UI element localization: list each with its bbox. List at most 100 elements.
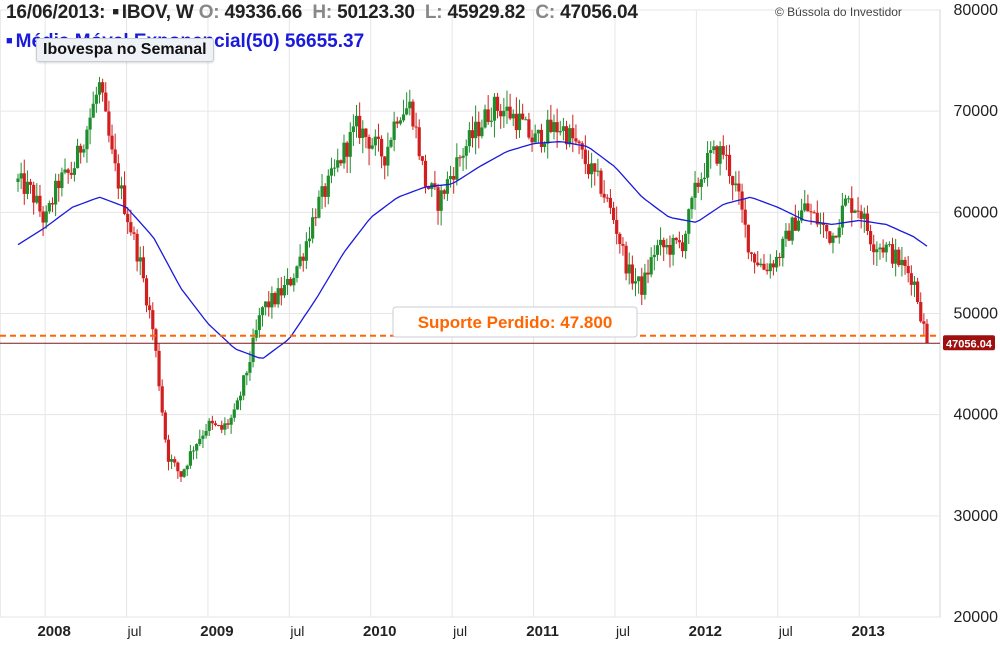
- candle-body: [289, 278, 293, 286]
- candle-body: [132, 232, 136, 234]
- candle-body: [571, 128, 575, 139]
- y-tick-label: 60000: [954, 204, 999, 221]
- candle-body: [433, 183, 437, 188]
- candle-body: [329, 168, 334, 176]
- candle-body: [593, 163, 597, 172]
- candle-body: [662, 239, 666, 248]
- candle-body: [790, 217, 794, 241]
- candle-body: [737, 183, 741, 192]
- candle-body: [684, 233, 688, 252]
- x-tick-label: 2013: [851, 623, 884, 640]
- candle-body: [226, 423, 230, 425]
- candle-body: [834, 235, 838, 238]
- candle-body: [217, 425, 221, 427]
- candle-body: [455, 157, 459, 180]
- candle-body: [862, 213, 866, 219]
- candle-body: [524, 119, 528, 121]
- last-price-tag-label: 47056.04: [946, 338, 993, 350]
- candle-body: [740, 191, 744, 210]
- candle-body: [853, 210, 857, 213]
- candle-body: [320, 186, 324, 197]
- candle-body: [63, 169, 67, 173]
- open-label: O:: [198, 2, 220, 23]
- candle-body: [82, 149, 86, 153]
- candle-body: [633, 281, 638, 284]
- x-tick-label: jul: [289, 623, 304, 639]
- candle-body: [345, 142, 349, 157]
- header-date: 16/06/2013:: [6, 2, 106, 23]
- last-price-tag: [943, 335, 995, 351]
- candle-body: [900, 259, 904, 266]
- candle-body: [890, 244, 895, 264]
- candle-body: [267, 301, 271, 308]
- high-label: H:: [312, 2, 332, 23]
- candle-body: [652, 254, 656, 258]
- candle-body: [878, 247, 882, 250]
- candle-body: [546, 119, 550, 144]
- candle-body: [35, 195, 39, 203]
- candle-body: [847, 198, 851, 200]
- candle-body: [191, 450, 196, 452]
- candle-body: [903, 259, 907, 266]
- candle-body: [235, 400, 240, 410]
- candle-body: [442, 190, 446, 194]
- ema-value: 56655.37: [284, 31, 365, 52]
- x-tick-label: 2010: [363, 623, 396, 640]
- candle-body: [248, 362, 252, 373]
- candle-body: [204, 430, 208, 436]
- x-tick-label: 2012: [689, 623, 722, 640]
- candle-body: [420, 156, 424, 161]
- candle-body: [530, 137, 534, 143]
- candle-body: [627, 264, 631, 274]
- candle-body: [25, 181, 30, 194]
- candle-body: [912, 281, 917, 285]
- x-tick-label: jul: [778, 623, 793, 639]
- candle-body: [75, 145, 80, 169]
- candle-body: [602, 193, 606, 198]
- candle-body: [66, 169, 70, 173]
- candle-body: [467, 130, 471, 147]
- candle-body: [558, 131, 562, 133]
- candle-body: [828, 231, 832, 243]
- candle-body: [229, 417, 233, 425]
- candle-body: [122, 185, 127, 214]
- candle-body: [721, 146, 725, 155]
- candle-body: [448, 176, 453, 180]
- candle-body: [821, 223, 826, 225]
- candle-body: [395, 121, 399, 124]
- candle-body: [336, 160, 340, 168]
- x-tick-label: jul: [127, 623, 142, 639]
- candle-body: [373, 136, 377, 146]
- candle-body: [182, 469, 186, 477]
- candle-body: [658, 239, 663, 246]
- candle-body: [705, 153, 710, 178]
- candle-body: [60, 172, 64, 189]
- candle-body: [796, 220, 801, 231]
- candle-body: [57, 180, 61, 189]
- candle-body: [50, 203, 55, 205]
- candle-body: [727, 154, 732, 177]
- candle-body: [746, 224, 750, 253]
- candle-body: [88, 117, 92, 130]
- candle-body: [909, 273, 913, 285]
- candle-body: [511, 113, 515, 119]
- candle-body: [179, 471, 183, 477]
- candle-body: [254, 330, 258, 338]
- candle-body: [28, 181, 33, 185]
- candle-body: [734, 183, 738, 186]
- candle-body: [680, 242, 685, 252]
- candle-body: [361, 128, 365, 138]
- candle-body: [574, 138, 578, 142]
- candle-body: [201, 435, 205, 439]
- candle-body: [674, 237, 678, 241]
- candle-body: [542, 143, 547, 147]
- candle-body: [207, 420, 211, 431]
- candle-body: [781, 238, 785, 259]
- candle-body: [126, 213, 130, 223]
- candle-body: [107, 111, 111, 136]
- candle-body: [154, 329, 158, 351]
- candle-body: [605, 197, 609, 199]
- candle-body: [389, 139, 393, 147]
- candle-body: [104, 92, 108, 112]
- candle-body: [113, 149, 117, 164]
